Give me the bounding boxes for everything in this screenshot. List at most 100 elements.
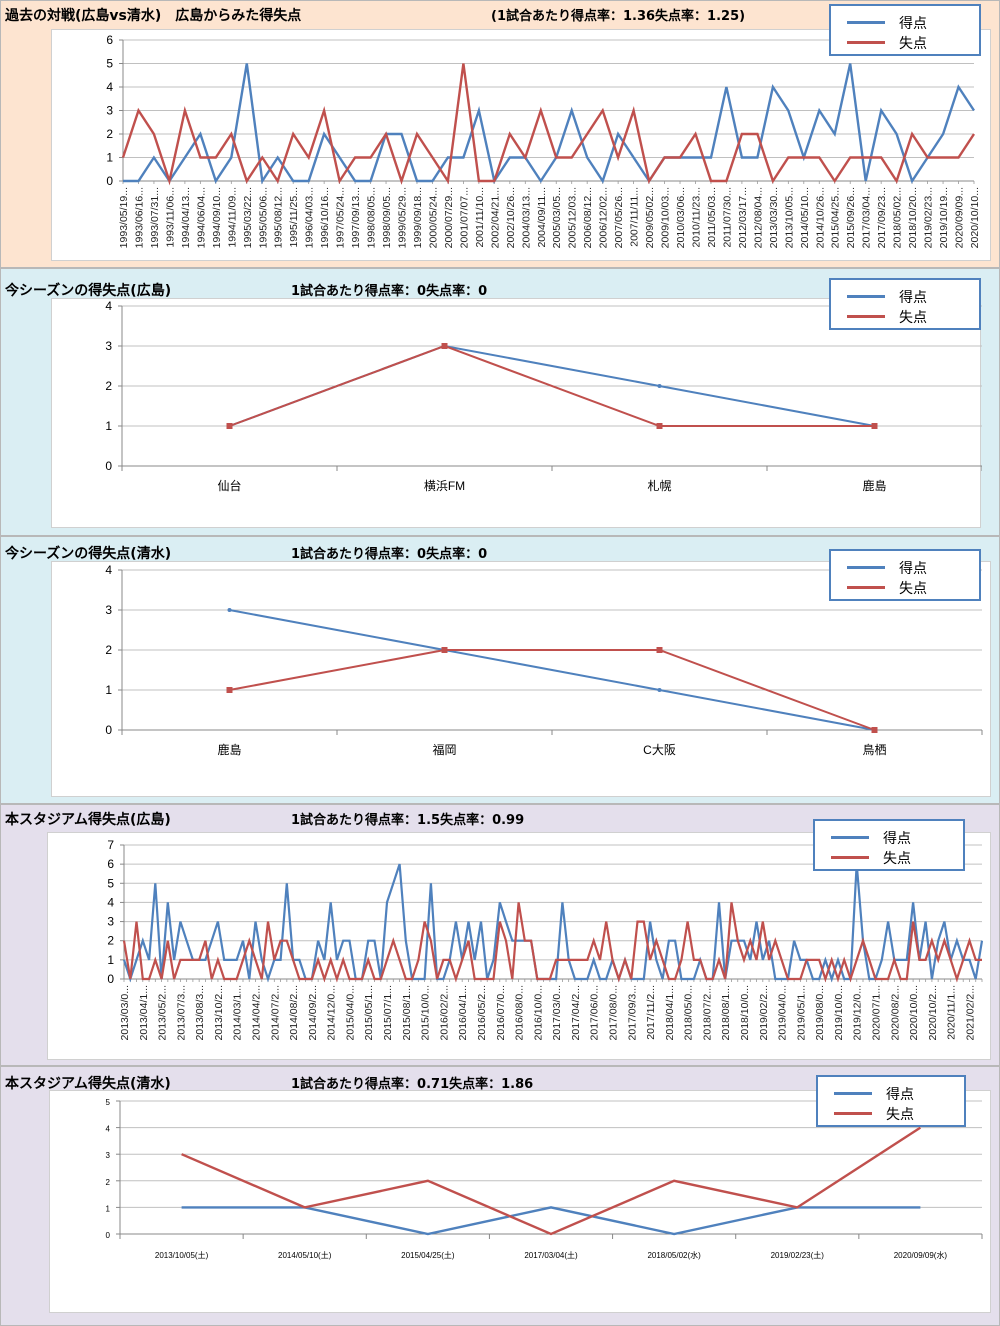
x-tick-label: 2014/05/10(土): [278, 1250, 332, 1260]
x-tick-label: 2019/02/2...: [758, 985, 770, 1040]
data-point-concede: [871, 423, 878, 429]
x-tick-label: 2017/06/0...: [589, 985, 601, 1040]
y-tick-label: 4: [107, 895, 114, 909]
season-hiroshima-chart: 0 1 2 3 4 仙台 横浜FM 札幌 鹿島: [105, 299, 983, 493]
x-tick-label: 2021/02/2...: [964, 985, 976, 1040]
x-tick-label: 2017/03/04(土): [524, 1250, 578, 1260]
legend-line-concede: [847, 41, 885, 44]
y-tick-label: 5: [107, 876, 114, 890]
x-tick-label: 2019/02/23...: [923, 187, 935, 248]
y-tick-label: 0: [107, 972, 114, 986]
y-tick-label: 3: [107, 915, 114, 929]
y-tick-label: 1: [105, 419, 112, 433]
x-tick-label: 2014/08/2...: [288, 985, 300, 1040]
y-tick-label: 1: [106, 151, 113, 165]
x-tick-label: 2013/10/2...: [213, 985, 225, 1040]
x-tick-label: 2016/10/0...: [532, 985, 544, 1040]
section-stadium-hiroshima: 本スタジアム得失点(広島) 1試合あたり得点率：1.5失点率：0.99 0 1 2 3…: [0, 804, 1000, 1066]
x-tick-label: 2013/03/0...: [119, 985, 131, 1040]
x-tick-label: 1993/07/31...: [149, 187, 161, 248]
y-tick-label: 2: [106, 1178, 111, 1187]
x-tick-label: 2019/02/23(土): [771, 1250, 825, 1260]
y-tick-label: 3: [106, 104, 113, 118]
legend-label: 失点: [899, 310, 927, 326]
x-tick-label: 2010/03/06...: [675, 187, 687, 248]
x-tick-label: 2020/09/09(水): [894, 1250, 948, 1260]
chart-area: 0 1 2 3 4 5 6 1993/05/19... 1993/06/16... 1993/07…: [51, 29, 991, 261]
x-tick-label: 2020/11/1...: [946, 985, 958, 1040]
x-tick-label: 2017/09/23...: [876, 187, 888, 248]
x-tick-label: 2014/09/2...: [307, 985, 319, 1040]
x-tick-label: 2017/09/3...: [626, 985, 638, 1040]
legend-label: 失点: [883, 851, 911, 867]
y-tick-label: 1: [107, 953, 114, 967]
x-tick-label: 2020/07/1...: [871, 985, 883, 1040]
x-tick-label: 1994/06/04...: [195, 187, 207, 248]
data-point-score: [657, 384, 662, 388]
series-line-concede: [229, 344, 875, 427]
x-tick-label: C大阪: [643, 743, 676, 757]
y-tick-label: 3: [105, 339, 112, 353]
x-tick-label: 1997/09/13...: [350, 187, 362, 248]
x-tick-label: 2013/08/3...: [194, 985, 206, 1040]
x-tick-label: 1996/10/16...: [319, 187, 331, 248]
x-tick-label: 2005/03/05...: [551, 187, 563, 248]
x-tick-label: 2013/03/30...: [768, 187, 780, 248]
x-tick-label: 2014/12/0...: [326, 985, 338, 1040]
x-tick-label: 2019/08/0...: [814, 985, 826, 1040]
y-tick-label: 0: [106, 174, 113, 188]
x-tick-label: 1998/09/05...: [381, 187, 393, 248]
legend-line-concede: [847, 586, 885, 589]
x-tick-label: 1994/04/13...: [180, 187, 192, 248]
y-tick-label: 6: [107, 857, 114, 871]
series-line-concede: [122, 902, 982, 983]
data-point-concede: [441, 343, 448, 349]
x-tick-label: 2018/07/2...: [701, 985, 713, 1040]
x-tick-label: 2002/10/26...: [505, 187, 517, 248]
x-tick-label: 2018/10/0...: [739, 985, 751, 1040]
x-tick-label: 2013/05/2...: [157, 985, 169, 1040]
legend-label: 得点: [886, 1087, 914, 1103]
series-line-concede: [181, 1126, 922, 1236]
section-title: 本スタジアム得失点(清水): [5, 1076, 171, 1092]
legend-item-score: 得点: [815, 827, 963, 847]
x-tick-label: 横浜FM: [424, 479, 465, 493]
y-tick-label: 7: [107, 838, 114, 852]
section-title: 本スタジアム得失点(広島): [5, 812, 171, 828]
chart-legend: 得点 失点: [816, 1075, 966, 1127]
x-tick-label: 2011/07/30...: [721, 187, 733, 248]
x-tick-label: 2013/10/05...: [783, 187, 795, 248]
y-tick-label: 5: [106, 1098, 111, 1107]
legend-label: 得点: [899, 16, 927, 32]
section-title: 今シーズンの得失点(広島): [5, 283, 172, 299]
x-tick-label: 2015/08/1...: [401, 985, 413, 1040]
legend-line-score: [847, 21, 885, 24]
x-tick-label: 2015/04/0...: [344, 985, 356, 1040]
data-point-concede: [441, 647, 448, 653]
x-tick-label: 2016/08/0...: [514, 985, 526, 1040]
y-tick-label: 3: [105, 603, 112, 617]
x-tick-label: 2000/07/29...: [443, 187, 455, 248]
x-tick-label: 2013/07/3...: [175, 985, 187, 1040]
y-tick-label: 4: [105, 299, 112, 313]
y-tick-label: 3: [106, 1151, 111, 1160]
x-tick-label: 2018/08/1...: [720, 985, 732, 1040]
section-head-to-head: 過去の対戦(広島vs清水) 広島からみた得失点 (1試合あたり得点率：1.36失…: [0, 0, 1000, 268]
x-tick-label: 2015/05/1...: [363, 985, 375, 1040]
x-tick-label: 2017/03/0...: [551, 985, 563, 1040]
stadium-hiroshima-chart: 0 1 2 3 4 5 6 7 2013/03/0... 2013/04/1... 2013/05/…: [107, 838, 984, 1040]
y-tick-label: 5: [106, 57, 113, 71]
series-line-concede: [121, 63, 976, 186]
x-tick-label: 1995/11/25...: [288, 187, 300, 248]
x-tick-label: 2015/10/0...: [420, 985, 432, 1040]
x-tick-label: 仙台: [217, 478, 241, 493]
x-tick-label: 2016/02/2...: [438, 985, 450, 1040]
x-tick-label: 2004/09/11...: [536, 187, 548, 248]
data-point-concede: [226, 687, 233, 693]
series-line-score: [181, 1206, 921, 1236]
section-title: 過去の対戦(広島vs清水) 広島からみた得失点: [5, 8, 302, 24]
chart-legend: 得点 失点: [829, 278, 981, 330]
legend-label: 失点: [899, 36, 927, 52]
x-tick-label: 1993/06/16...: [133, 187, 145, 248]
x-tick-label: 2001/07/07...: [458, 187, 470, 248]
